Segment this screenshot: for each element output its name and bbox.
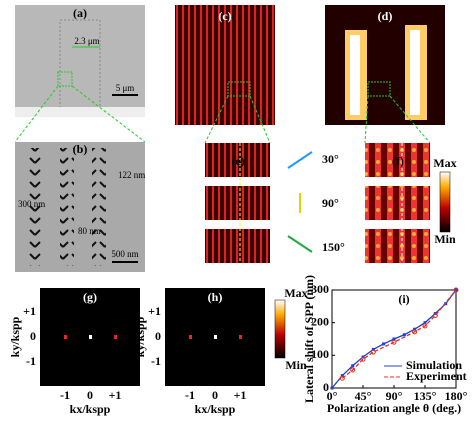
panel-label: (a) bbox=[73, 6, 87, 20]
k-xtick: -1 bbox=[60, 388, 70, 402]
legend-label: Simulation bbox=[406, 358, 462, 372]
point bbox=[350, 367, 356, 373]
x-tick-label: 90° bbox=[386, 389, 403, 403]
point bbox=[340, 374, 344, 378]
chart-title: (i) bbox=[398, 292, 409, 306]
point bbox=[392, 337, 396, 341]
k-ytick: +1 bbox=[23, 304, 36, 318]
cbar-max: Max bbox=[284, 286, 307, 300]
panel-label: (d) bbox=[378, 9, 393, 23]
y-label: Lateral shift of SPP (nm) bbox=[302, 275, 316, 403]
y-tick-label: 0 bbox=[323, 380, 329, 394]
k-xtick: 0 bbox=[212, 388, 218, 402]
point bbox=[370, 349, 376, 355]
panel-a bbox=[15, 5, 145, 117]
panel-e bbox=[205, 143, 451, 263]
scale-text: 2.3 μm bbox=[74, 36, 99, 46]
panel-label: (b) bbox=[73, 142, 88, 156]
k-xtick: +1 bbox=[234, 388, 247, 402]
panel-label: (h) bbox=[208, 290, 223, 304]
k-ylabel: ky/kspp bbox=[133, 316, 147, 357]
k-ytick: -1 bbox=[151, 354, 161, 368]
k-xlabel: kx/kspp bbox=[70, 402, 111, 416]
scale-text: 500 nm bbox=[111, 249, 138, 259]
angle: 150° bbox=[322, 240, 345, 254]
point bbox=[422, 323, 428, 329]
point bbox=[382, 342, 386, 346]
series-line bbox=[341, 289, 457, 379]
k-ytick: 0 bbox=[30, 329, 36, 343]
point bbox=[432, 312, 438, 318]
x-tick-label: 0° bbox=[327, 389, 338, 403]
k-ytick: +1 bbox=[148, 304, 161, 318]
point bbox=[391, 339, 397, 345]
k-ylabel: ky/kspp bbox=[8, 316, 22, 357]
point bbox=[371, 347, 375, 351]
point bbox=[330, 386, 334, 390]
panel-label: (f) bbox=[392, 154, 404, 168]
dim-text: 80 nm bbox=[78, 226, 101, 236]
dim-text: 300 nm bbox=[18, 199, 45, 209]
k-xtick: 0 bbox=[87, 388, 93, 402]
x-tick-label: 180° bbox=[445, 389, 468, 403]
y-tick-label: 100 bbox=[311, 347, 329, 361]
cbar-min: Min bbox=[285, 358, 307, 372]
panel-g bbox=[40, 288, 286, 386]
k-ytick: -1 bbox=[26, 354, 36, 368]
panel-label: (e) bbox=[231, 154, 244, 168]
scale-text: 5 μm bbox=[116, 83, 135, 93]
point bbox=[423, 321, 427, 325]
x-label: Polarization angle θ (deg.) bbox=[327, 401, 461, 415]
dim-text: 122 nm bbox=[118, 170, 145, 180]
k-xtick: +1 bbox=[109, 388, 122, 402]
panel-label: (g) bbox=[83, 290, 97, 304]
k-xlabel: kx/kspp bbox=[195, 402, 236, 416]
chart-i: 0 100 200 300 0° 45° 90° 135° 180°Polarization a… bbox=[302, 275, 468, 415]
x-tick-label: 45° bbox=[355, 389, 372, 403]
cbar-max: Max bbox=[433, 156, 456, 170]
y-tick-label: 200 bbox=[311, 314, 329, 328]
k-xtick: -1 bbox=[185, 388, 195, 402]
point bbox=[360, 356, 366, 362]
legend-label: Experiment bbox=[406, 369, 467, 383]
point bbox=[339, 375, 345, 381]
point bbox=[351, 364, 355, 368]
x-tick-label: 135° bbox=[414, 389, 437, 403]
point bbox=[453, 287, 459, 293]
panel-c bbox=[175, 5, 275, 144]
k-ytick: 0 bbox=[155, 329, 161, 343]
panel-label: (c) bbox=[218, 9, 231, 23]
y-tick-label: 300 bbox=[311, 282, 329, 296]
panel-d bbox=[325, 5, 445, 144]
angle: 90° bbox=[322, 196, 339, 210]
point bbox=[412, 329, 418, 335]
panel-b bbox=[14, 85, 146, 272]
cbar-min: Min bbox=[434, 232, 456, 246]
point bbox=[413, 327, 417, 331]
angle: 30° bbox=[322, 152, 339, 166]
point bbox=[402, 333, 406, 337]
